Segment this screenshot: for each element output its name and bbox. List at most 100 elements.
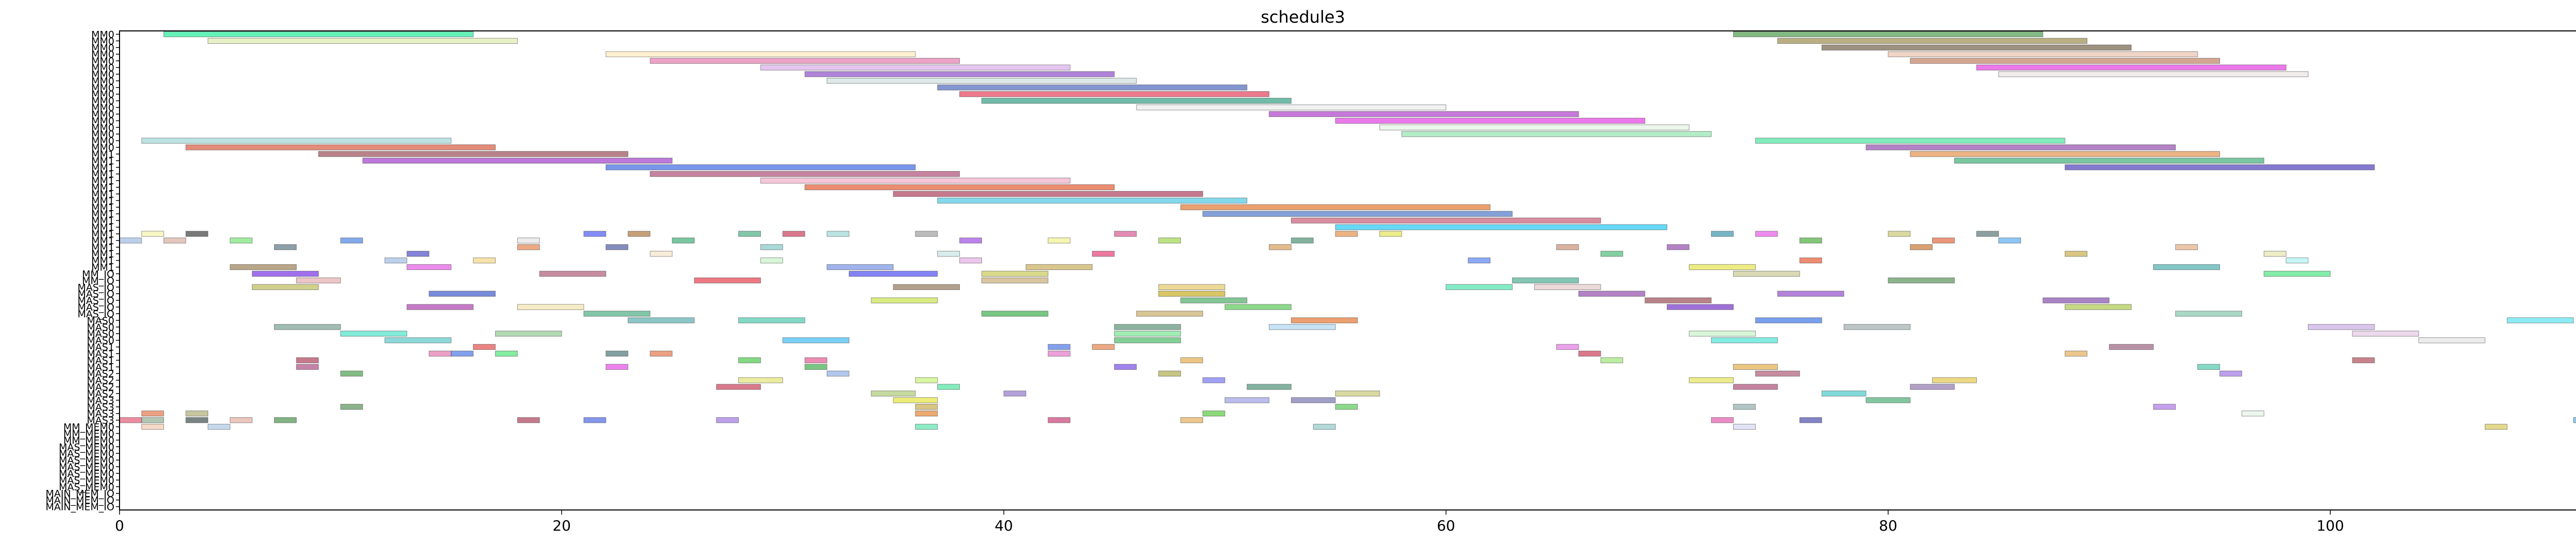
task-bar xyxy=(384,337,452,344)
task-bar xyxy=(1932,237,1955,244)
y-tick-label: MAS0 xyxy=(87,335,114,347)
y-tick-label: MM_MEM0 xyxy=(63,435,114,446)
y-tick-label: MAS2 xyxy=(87,382,114,393)
task-bar xyxy=(251,284,319,290)
task-bar xyxy=(650,171,960,177)
task-bar xyxy=(605,164,916,171)
task-bar xyxy=(451,350,474,357)
task-bar xyxy=(1047,350,1071,357)
task-bar xyxy=(1799,237,1822,244)
y-tick-label: MAS_MEM0 xyxy=(59,482,114,493)
task-bar xyxy=(1202,377,1226,383)
y-tick-label: MM1 xyxy=(91,182,114,194)
task-bar xyxy=(1114,364,1137,370)
y-tick-label: MAS_MEM0 xyxy=(59,448,114,459)
y-tick-label: MAS_IO xyxy=(77,288,114,300)
task-bar xyxy=(1910,384,1955,390)
task-bar xyxy=(141,423,164,430)
task-bar xyxy=(1755,231,1778,237)
task-bar xyxy=(1202,411,1226,417)
task-bar xyxy=(1335,231,1358,237)
y-tick-label: MAS1 xyxy=(87,355,114,366)
task-bar xyxy=(915,377,938,383)
task-bar xyxy=(1998,71,2309,77)
task-bar xyxy=(185,144,496,150)
y-tick-label: MAS_MEM0 xyxy=(59,462,114,473)
task-bar xyxy=(362,158,673,164)
task-bar xyxy=(406,304,474,310)
y-tick-label: MAS_MEM0 xyxy=(59,475,114,486)
task-bar xyxy=(937,251,960,257)
task-bar xyxy=(2175,311,2242,317)
task-bar xyxy=(2175,244,2198,250)
task-bar xyxy=(1777,291,1844,297)
task-bar xyxy=(1003,390,1026,397)
task-bar xyxy=(1512,277,1579,284)
y-tick-label: MM1 xyxy=(91,162,114,174)
y-tick-label: MM0 xyxy=(91,103,114,114)
task-bar xyxy=(141,417,164,423)
task-bar xyxy=(981,311,1048,317)
task-bar xyxy=(1335,390,1380,397)
task-bar xyxy=(2064,164,2375,171)
task-bar xyxy=(694,277,761,284)
task-bar xyxy=(981,277,1048,284)
y-tick-label: MAS_MEM0 xyxy=(59,455,114,466)
task-bar xyxy=(1667,304,1734,310)
task-bar xyxy=(1180,297,1247,303)
chart-title: schedule3 xyxy=(1261,7,1345,27)
task-bar xyxy=(915,411,938,417)
task-bar xyxy=(1578,291,1646,297)
task-bar xyxy=(141,231,164,237)
task-bar xyxy=(650,251,673,257)
task-bar xyxy=(1777,38,2088,44)
y-tick-label: MM1 xyxy=(91,195,114,207)
task-bar xyxy=(1114,231,1137,237)
y-tick-label: MM1 xyxy=(91,249,114,260)
task-bar xyxy=(1821,390,1867,397)
task-bar xyxy=(1799,417,1822,423)
task-bar xyxy=(1202,211,1513,217)
task-bar xyxy=(959,257,982,264)
y-tick-label: MM0 xyxy=(91,42,114,54)
y-tick-label: MAS_IO xyxy=(77,295,114,306)
task-bar xyxy=(1888,51,2198,57)
task-bar xyxy=(473,257,496,264)
task-bar xyxy=(1821,44,2132,50)
y-tick-label: MAS_IO xyxy=(77,282,114,293)
task-bar xyxy=(605,364,629,370)
task-bar xyxy=(539,270,606,277)
y-tick-label: MAS2 xyxy=(87,388,114,400)
task-bar xyxy=(2352,357,2375,364)
task-bar xyxy=(804,357,827,364)
y-tick-label: MM1 xyxy=(91,242,114,253)
task-bar xyxy=(517,244,540,250)
task-bar xyxy=(760,244,783,250)
task-bar xyxy=(981,270,1048,277)
task-bar xyxy=(1910,58,2221,64)
y-tick-label: MM0 xyxy=(91,96,114,107)
task-bar xyxy=(1976,64,2286,71)
task-bar xyxy=(119,237,142,244)
task-bar xyxy=(605,244,629,250)
x-tick-label: 0 xyxy=(115,517,124,534)
task-bar xyxy=(1291,397,1336,403)
task-bar xyxy=(804,184,1115,191)
y-tick-label: MM1 xyxy=(91,235,114,247)
task-bar xyxy=(1755,138,2065,144)
task-bar xyxy=(1711,417,1734,423)
task-bar xyxy=(959,237,982,244)
task-bar xyxy=(1600,251,1623,257)
y-tick-label: MM1 xyxy=(91,176,114,187)
task-bar xyxy=(163,237,187,244)
task-bar xyxy=(274,244,297,250)
task-bar xyxy=(2064,251,2088,257)
task-bar xyxy=(1689,377,1734,383)
task-bar xyxy=(1158,370,1181,377)
y-tick-label: MAS_IO xyxy=(77,309,114,320)
task-bar xyxy=(185,417,209,423)
task-bar xyxy=(2064,304,2132,310)
task-bar xyxy=(384,257,408,264)
task-bar xyxy=(583,311,651,317)
